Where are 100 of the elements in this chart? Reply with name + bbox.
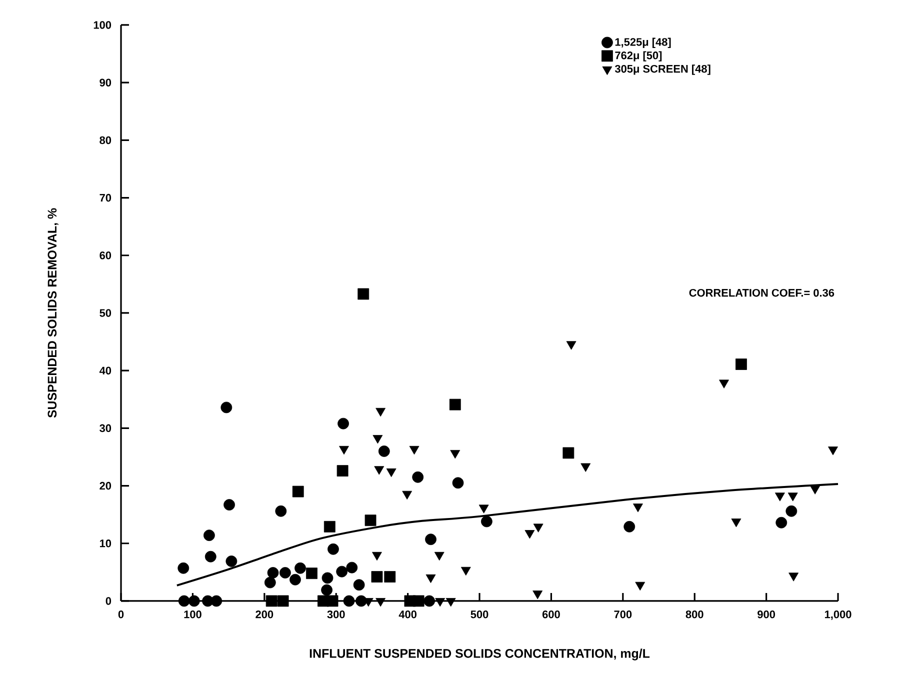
point xyxy=(384,571,396,582)
point xyxy=(452,477,464,489)
point xyxy=(364,514,376,526)
y-tick-label: 0 xyxy=(106,597,112,605)
y-tick-label: 10 xyxy=(100,540,112,548)
x-tick-label: 300 xyxy=(327,610,345,618)
point xyxy=(478,504,489,514)
point xyxy=(434,552,444,561)
x-tick-label: 700 xyxy=(614,610,632,618)
y-tick-label: 90 xyxy=(100,78,112,86)
point xyxy=(376,408,386,417)
point xyxy=(267,567,279,578)
point xyxy=(224,499,235,510)
point xyxy=(324,520,336,532)
point xyxy=(328,543,339,555)
point xyxy=(226,556,238,567)
point xyxy=(788,572,799,582)
point xyxy=(338,418,349,430)
point xyxy=(412,595,424,607)
point xyxy=(343,595,355,607)
legend-label: 762μ [50] xyxy=(615,51,662,62)
legend-label: 1,525μ [48] xyxy=(615,38,671,48)
point xyxy=(524,530,535,539)
y-tick-label: 70 xyxy=(100,194,112,202)
x-axis-title: INFLUENT SUSPENDED SOLIDS CONCENTRATION, mg/L xyxy=(310,648,650,660)
y-tick-label: 100 xyxy=(94,21,112,29)
point xyxy=(326,595,338,607)
x-tick-label: 0 xyxy=(118,610,124,618)
point xyxy=(188,595,200,607)
point xyxy=(277,595,289,607)
point xyxy=(336,465,348,477)
point xyxy=(776,516,788,528)
point xyxy=(580,463,591,472)
point xyxy=(371,571,383,582)
y-tick-label: 30 xyxy=(100,424,112,432)
y-tick-label: 50 xyxy=(100,309,112,317)
point xyxy=(402,490,412,500)
legend-label: 305μ SCREEN [48] xyxy=(614,64,710,75)
point xyxy=(294,562,306,574)
point xyxy=(264,576,276,588)
point xyxy=(425,534,436,546)
point xyxy=(424,595,436,607)
point xyxy=(210,595,222,607)
point xyxy=(372,552,382,561)
point xyxy=(178,595,190,607)
point xyxy=(336,566,348,578)
point xyxy=(480,516,492,528)
point xyxy=(280,567,291,578)
point xyxy=(322,572,334,584)
point xyxy=(435,598,446,607)
x-tick-label: 500 xyxy=(470,610,488,618)
x-tick-label: 900 xyxy=(758,610,775,618)
point xyxy=(409,446,420,455)
x-tick-label: 400 xyxy=(398,610,416,618)
point xyxy=(788,492,798,502)
point xyxy=(828,446,838,456)
point xyxy=(460,566,471,576)
point xyxy=(178,562,190,574)
annotation: CORRELATION COEF.= 0.36 xyxy=(689,288,834,297)
point xyxy=(306,568,318,580)
point xyxy=(339,446,349,455)
point xyxy=(786,505,798,517)
line-series xyxy=(176,483,840,586)
point xyxy=(426,574,436,584)
point xyxy=(532,590,543,600)
point xyxy=(353,579,365,591)
point xyxy=(204,530,215,542)
x-tick-label: 100 xyxy=(184,610,202,618)
point xyxy=(266,595,278,607)
point xyxy=(372,435,383,444)
point xyxy=(633,504,643,512)
point xyxy=(204,550,216,562)
point xyxy=(635,582,646,591)
point xyxy=(374,466,384,475)
point xyxy=(533,524,544,532)
y-tick-label: 60 xyxy=(100,252,112,260)
point xyxy=(449,398,461,410)
x-tick-label: 200 xyxy=(256,610,274,618)
point xyxy=(566,341,576,350)
x-tick-label: 1,000 xyxy=(824,610,852,620)
point xyxy=(810,486,820,494)
point xyxy=(378,446,390,457)
x-tick-label: 600 xyxy=(542,610,560,618)
point xyxy=(386,468,396,478)
point xyxy=(736,358,747,370)
y-tick-label: 40 xyxy=(99,366,112,374)
point xyxy=(624,520,636,532)
point xyxy=(220,402,232,414)
point xyxy=(731,518,742,528)
point xyxy=(290,574,301,586)
x-tick-label: 800 xyxy=(686,610,704,618)
point xyxy=(412,471,424,483)
point xyxy=(275,505,287,517)
point xyxy=(358,288,370,300)
point xyxy=(446,598,456,607)
y-tick-label: 20 xyxy=(100,482,112,490)
point xyxy=(376,598,386,607)
point xyxy=(321,584,332,596)
y-tick-label: 80 xyxy=(100,136,112,144)
point xyxy=(346,562,358,574)
